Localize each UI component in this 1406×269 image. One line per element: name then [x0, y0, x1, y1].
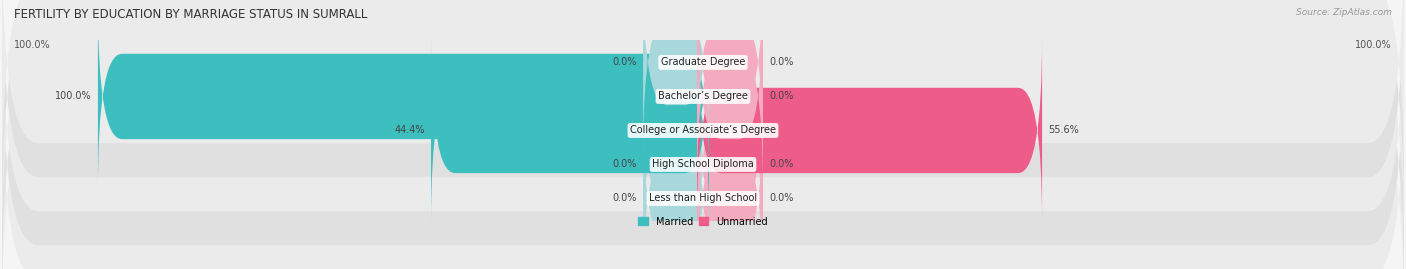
FancyBboxPatch shape	[1, 0, 1405, 220]
Text: Less than High School: Less than High School	[650, 193, 756, 203]
Text: Graduate Degree: Graduate Degree	[661, 58, 745, 68]
FancyBboxPatch shape	[697, 3, 763, 190]
Text: 0.0%: 0.0%	[769, 58, 793, 68]
Text: 100.0%: 100.0%	[55, 91, 91, 101]
FancyBboxPatch shape	[1, 41, 1405, 269]
Text: 55.6%: 55.6%	[1047, 125, 1078, 136]
FancyBboxPatch shape	[697, 105, 763, 269]
Text: FERTILITY BY EDUCATION BY MARRIAGE STATUS IN SUMRALL: FERTILITY BY EDUCATION BY MARRIAGE STATU…	[14, 8, 367, 21]
Text: 0.0%: 0.0%	[769, 160, 793, 169]
Text: College or Associate’s Degree: College or Associate’s Degree	[630, 125, 776, 136]
FancyBboxPatch shape	[432, 37, 709, 224]
FancyBboxPatch shape	[1, 75, 1405, 269]
FancyBboxPatch shape	[643, 105, 709, 269]
Text: Source: ZipAtlas.com: Source: ZipAtlas.com	[1296, 8, 1392, 17]
FancyBboxPatch shape	[1, 0, 1405, 186]
Text: 100.0%: 100.0%	[1355, 40, 1392, 50]
Text: 100.0%: 100.0%	[14, 40, 51, 50]
FancyBboxPatch shape	[643, 71, 709, 258]
FancyBboxPatch shape	[697, 37, 1042, 224]
Text: 0.0%: 0.0%	[769, 91, 793, 101]
Text: 44.4%: 44.4%	[395, 125, 425, 136]
Text: 0.0%: 0.0%	[769, 193, 793, 203]
Legend: Married, Unmarried: Married, Unmarried	[638, 217, 768, 226]
FancyBboxPatch shape	[643, 0, 709, 156]
Text: Bachelor’s Degree: Bachelor’s Degree	[658, 91, 748, 101]
Text: 0.0%: 0.0%	[613, 160, 637, 169]
FancyBboxPatch shape	[1, 7, 1405, 254]
FancyBboxPatch shape	[697, 0, 763, 156]
Text: 0.0%: 0.0%	[613, 58, 637, 68]
FancyBboxPatch shape	[697, 71, 763, 258]
Text: High School Diploma: High School Diploma	[652, 160, 754, 169]
Text: 0.0%: 0.0%	[613, 193, 637, 203]
FancyBboxPatch shape	[98, 3, 709, 190]
